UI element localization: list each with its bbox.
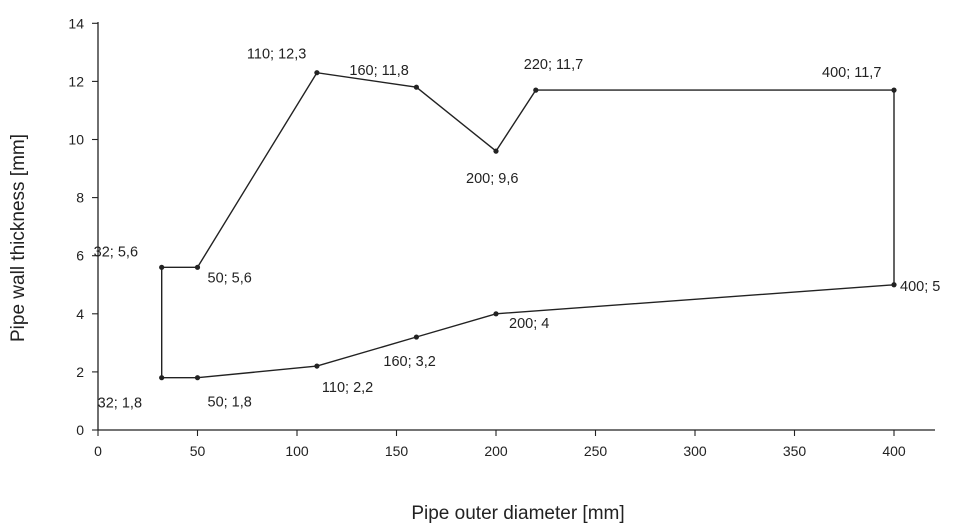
x-tick-label: 300: [683, 443, 707, 459]
points: [159, 70, 897, 381]
x-tick-label: 250: [584, 443, 608, 459]
y-tick-label: 8: [76, 190, 84, 206]
data-point: [891, 282, 897, 288]
y-tick-label: 4: [76, 306, 84, 322]
data-label: 32; 5,6: [94, 244, 138, 260]
data-label: 200; 9,6: [466, 171, 518, 187]
series: [160, 71, 895, 379]
x-tick-label: 50: [190, 443, 206, 459]
data-point: [159, 264, 165, 270]
data-point: [314, 363, 320, 369]
data-label: 32; 1,8: [98, 396, 142, 412]
data-point: [493, 148, 499, 154]
data-point: [159, 375, 165, 381]
y-tick-label: 2: [76, 364, 84, 380]
y-tick-label: 12: [68, 73, 84, 89]
data-label: 400; 5: [900, 279, 940, 295]
data-point: [194, 264, 201, 270]
x-tick-label: 350: [783, 443, 807, 459]
x-tick-label: 400: [882, 443, 906, 459]
outline-line: [160, 71, 895, 379]
data-label: 160; 11,8: [349, 63, 408, 79]
x-tick-label: 100: [285, 443, 309, 459]
data-point: [194, 375, 201, 381]
data-point: [413, 334, 419, 340]
data-point: [533, 87, 539, 93]
y-tick-label: 10: [68, 132, 84, 148]
x-tick-label: 150: [385, 443, 409, 459]
data-point: [413, 84, 419, 90]
y-tick-label: 14: [68, 15, 84, 31]
x-ticks: 0 50 100 150 200 250 300 350 400: [94, 430, 906, 459]
x-axis-title: Pipe outer diameter [mm]: [411, 503, 624, 524]
data-label: 200; 4: [509, 316, 549, 332]
y-tick-label: 6: [76, 248, 84, 264]
x-tick-label: 0: [94, 443, 102, 459]
data-label: 50; 5,6: [208, 270, 252, 286]
data-label: 220; 11,7: [524, 57, 583, 73]
data-labels: 32; 1,8 32; 5,6 50; 5,6 110; 12,3 160; 11,8 2…: [94, 47, 941, 412]
data-label: 160; 3,2: [383, 354, 435, 370]
axes: [97, 22, 935, 431]
data-point: [493, 311, 499, 317]
data-label: 400; 11,7: [822, 65, 881, 81]
data-label: 110; 2,2: [322, 380, 373, 396]
y-ticks: 0 2 4 6 8 10 12 14: [68, 15, 98, 438]
y-axis-title: Pipe wall thickness [mm]: [8, 134, 29, 342]
data-label: 110; 12,3: [247, 47, 306, 63]
data-point: [314, 70, 320, 76]
y-tick-label: 0: [76, 422, 84, 438]
data-label: 50; 1,8: [208, 395, 252, 411]
data-point: [891, 87, 897, 93]
x-tick-label: 200: [484, 443, 508, 459]
